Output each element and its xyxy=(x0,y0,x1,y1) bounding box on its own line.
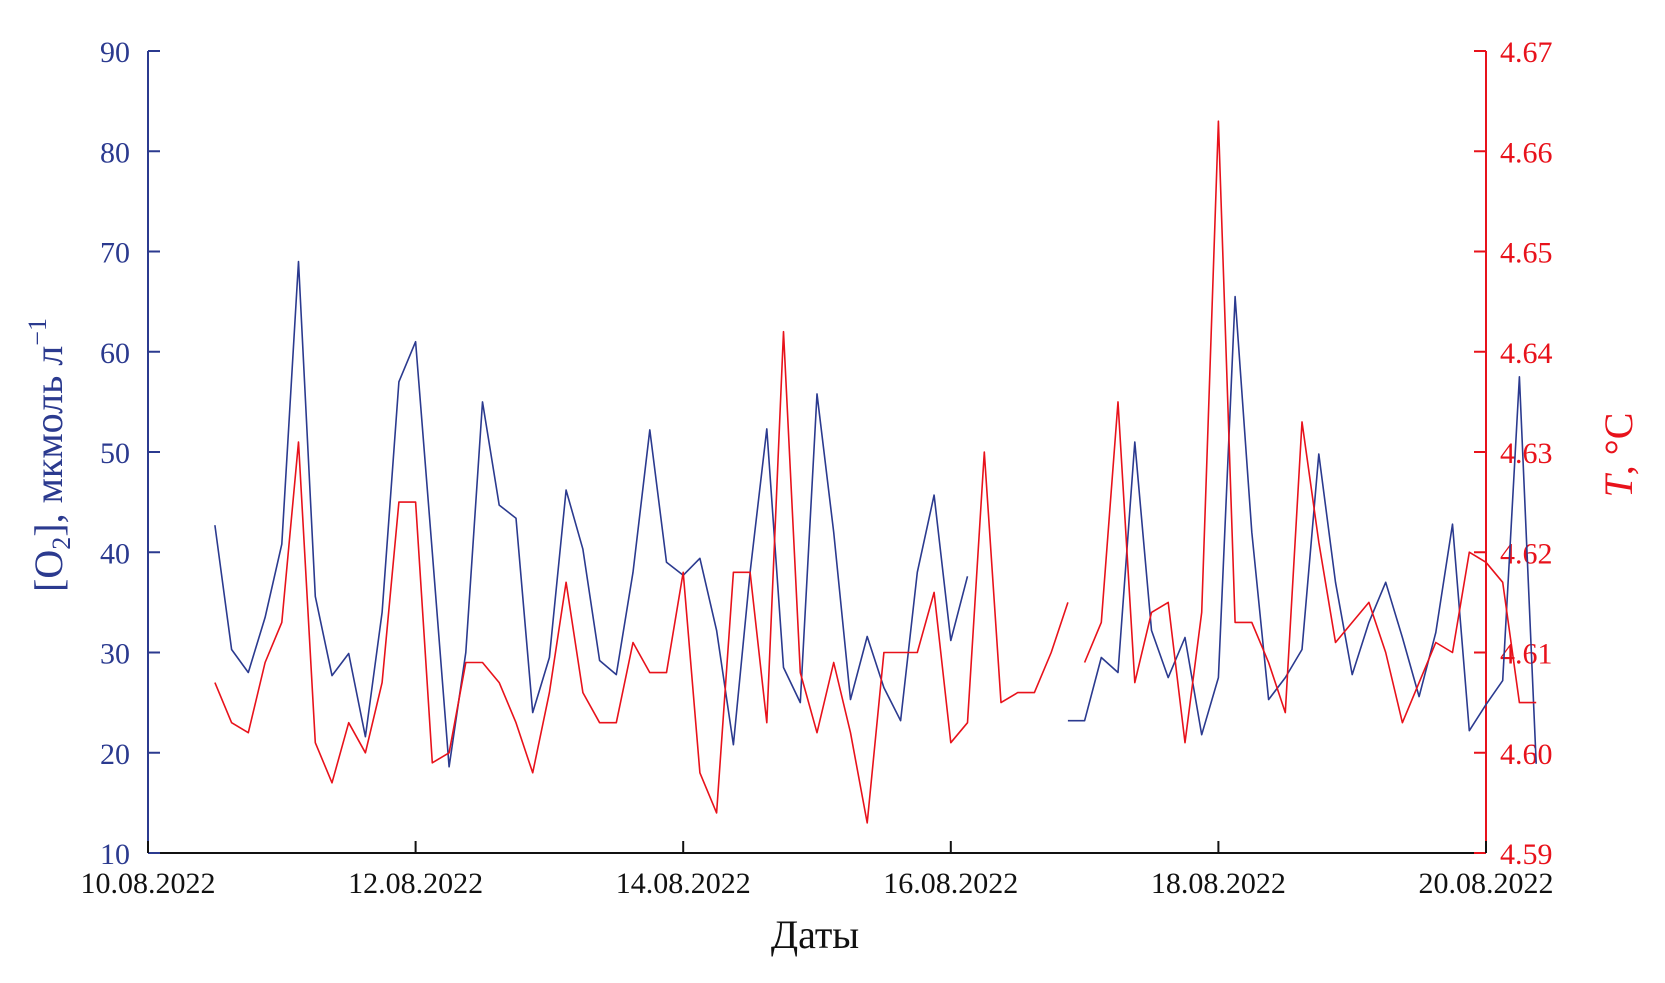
left-y-tick-label: 10 xyxy=(100,838,130,871)
oxygen-line-tail xyxy=(1067,295,1537,764)
temperature-line xyxy=(214,330,1069,824)
x-tick-label: 16.08.2022 xyxy=(883,867,1018,900)
x-tick-label: 14.08.2022 xyxy=(616,867,751,900)
right-y-label-italic: T xyxy=(1596,472,1641,497)
right-y-tick-label: 4.67 xyxy=(1500,36,1553,69)
right-y-axis-label: T, °C xyxy=(1596,413,1641,498)
left-y-label-subscript: 2 xyxy=(47,537,76,550)
left-y-tick-label: 60 xyxy=(100,337,130,370)
left-y-tick-label: 20 xyxy=(100,738,130,771)
right-y-label-suffix: , °C xyxy=(1596,413,1641,476)
x-axis-label: Даты xyxy=(771,912,859,957)
axis-labels: Даты [O2], мкмоль л−1 T, °C xyxy=(23,318,1641,957)
left-y-label-superscript: −1 xyxy=(23,318,52,346)
series-lines xyxy=(214,120,1537,824)
left-y-label-prefix: [O xyxy=(26,550,71,592)
left-y-tick-label: 50 xyxy=(100,437,130,470)
left-y-tick-label: 40 xyxy=(100,537,130,570)
right-y-tick-label: 4.60 xyxy=(1500,738,1553,771)
right-y-tick-label: 4.65 xyxy=(1500,237,1553,270)
right-y-tick-label: 4.59 xyxy=(1500,838,1553,871)
x-tick-label: 12.08.2022 xyxy=(348,867,483,900)
left-y-tick-label: 80 xyxy=(100,136,130,169)
right-y-tick-label: 4.63 xyxy=(1500,437,1553,470)
left-y-axis-label: [O2], мкмоль л−1 xyxy=(23,318,76,592)
right-y-tick-label: 4.66 xyxy=(1500,136,1553,169)
x-tick-label: 20.08.2022 xyxy=(1419,867,1554,900)
axes: 1020304050607080904.594.604.614.624.634.… xyxy=(81,36,1554,900)
left-y-tick-label: 70 xyxy=(100,237,130,270)
left-y-label-suffix: ], мкмоль л xyxy=(26,346,71,537)
right-y-tick-label: 4.61 xyxy=(1500,638,1553,671)
left-y-tick-label: 30 xyxy=(100,638,130,671)
right-y-tick-label: 4.64 xyxy=(1500,337,1553,370)
left-y-tick-label: 90 xyxy=(100,36,130,69)
oxygen-line xyxy=(214,260,969,768)
temperature-line-tail xyxy=(1083,120,1537,744)
x-tick-label: 18.08.2022 xyxy=(1151,867,1286,900)
x-tick-label: 10.08.2022 xyxy=(81,867,216,900)
